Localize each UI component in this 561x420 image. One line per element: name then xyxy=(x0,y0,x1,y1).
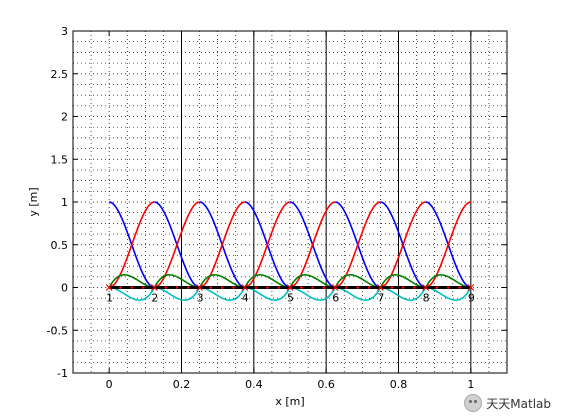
node-marker xyxy=(241,284,249,291)
node-label: 4 xyxy=(242,292,249,305)
beam-point xyxy=(220,286,224,289)
x-tick-label: 0.8 xyxy=(390,378,408,391)
node-label: 7 xyxy=(377,292,384,305)
y-tick-label: -0.5 xyxy=(47,324,68,337)
x-tick-label: 0.2 xyxy=(173,378,191,391)
beam-point xyxy=(367,286,371,289)
beam-point xyxy=(311,286,314,289)
y-axis-label: y [m] xyxy=(27,187,40,216)
series-2-element-6 xyxy=(334,274,381,289)
node-marker xyxy=(150,284,158,291)
series-3-element-8 xyxy=(425,286,472,301)
node-marker xyxy=(376,284,384,291)
series-3-element-3 xyxy=(199,286,246,301)
y-tick-label: 1.5 xyxy=(51,153,69,166)
beam-point xyxy=(413,286,416,289)
node-marker xyxy=(422,284,430,291)
node-label: 2 xyxy=(151,292,158,305)
beam-point xyxy=(119,286,122,289)
node-label: 1 xyxy=(106,292,113,305)
beam-point xyxy=(266,286,269,289)
beam-point xyxy=(446,286,450,289)
beam-point xyxy=(458,286,461,289)
series-1-element-6 xyxy=(335,201,381,289)
series-1-element-1 xyxy=(109,201,155,289)
series-2-element-1 xyxy=(108,274,155,289)
y-tick-label: 1 xyxy=(61,196,68,209)
wechat-icon xyxy=(464,394,483,412)
watermark-text: 天天Matlab xyxy=(486,396,551,411)
series-3-element-1 xyxy=(109,286,156,301)
y-tick-label: 2.5 xyxy=(51,68,69,81)
y-tick-label: -1 xyxy=(57,367,68,380)
beam-point xyxy=(401,286,405,289)
node-marker xyxy=(467,284,475,291)
y-tick-label: 2 xyxy=(61,111,68,124)
nodes-layer: 1 2 3 4 5 6 7 8 9 xyxy=(105,284,475,305)
beam-point xyxy=(356,286,360,289)
series-2-element-3 xyxy=(198,274,245,289)
node-marker xyxy=(331,284,339,291)
series-1-element-2 xyxy=(154,201,200,289)
beam-point xyxy=(186,286,190,289)
watermark: 天天Matlab xyxy=(464,394,551,412)
y-tick-label: 0 xyxy=(61,282,68,295)
y-tick-label: 0.5 xyxy=(51,239,69,252)
node-label: 3 xyxy=(197,292,204,305)
x-tick-label: 0 xyxy=(106,378,113,391)
node-marker xyxy=(286,284,294,291)
node-label: 8 xyxy=(423,292,430,305)
beam-point xyxy=(300,286,303,289)
series-2-element-8 xyxy=(424,274,471,289)
series-1-element-8 xyxy=(425,201,471,289)
beam-point xyxy=(345,286,348,289)
series-1-element-3 xyxy=(199,201,245,289)
beam-point xyxy=(277,286,280,289)
beam-point xyxy=(209,286,213,289)
series-3-element-2 xyxy=(154,286,201,301)
beam-point xyxy=(435,286,439,289)
series-3-element-5 xyxy=(289,286,336,301)
beam-point xyxy=(164,286,167,289)
ticks-layer: 0 0.2 0.4 0.6 0.8 1 -1 -0.5 0 0.5 1 1.5 2 2.5 3 xyxy=(47,25,507,391)
node-marker xyxy=(105,284,113,291)
beam-point xyxy=(141,286,145,289)
series-2-element-2 xyxy=(153,274,200,289)
x-tick-label: 0.4 xyxy=(245,378,263,391)
beam-point xyxy=(254,286,258,289)
series-1-element-5 xyxy=(289,201,336,289)
x-axis-label: x [m] xyxy=(275,395,304,408)
series-1-element-4 xyxy=(244,201,291,289)
beam-point xyxy=(130,286,134,289)
beam-point xyxy=(175,286,179,289)
node-label: 5 xyxy=(287,292,294,305)
series-1-element-7 xyxy=(380,201,426,289)
node-label: 9 xyxy=(468,292,475,305)
beam-point xyxy=(232,286,235,289)
beam-point xyxy=(322,286,326,289)
node-marker xyxy=(196,284,204,291)
vertical-lines xyxy=(181,31,472,373)
beam-point xyxy=(390,286,394,289)
series-2-element-7 xyxy=(379,274,426,289)
series-layer xyxy=(108,201,472,301)
x-tick-label: 1 xyxy=(467,378,474,391)
series-2-element-4 xyxy=(244,274,291,289)
series-3-element-7 xyxy=(380,286,427,301)
y-tick-label: 3 xyxy=(61,25,68,38)
series-3-element-6 xyxy=(335,286,382,301)
series-3-element-4 xyxy=(244,286,291,301)
series-2-element-5 xyxy=(289,274,336,289)
node-label: 6 xyxy=(332,292,339,305)
x-tick-label: 0.6 xyxy=(317,378,335,391)
